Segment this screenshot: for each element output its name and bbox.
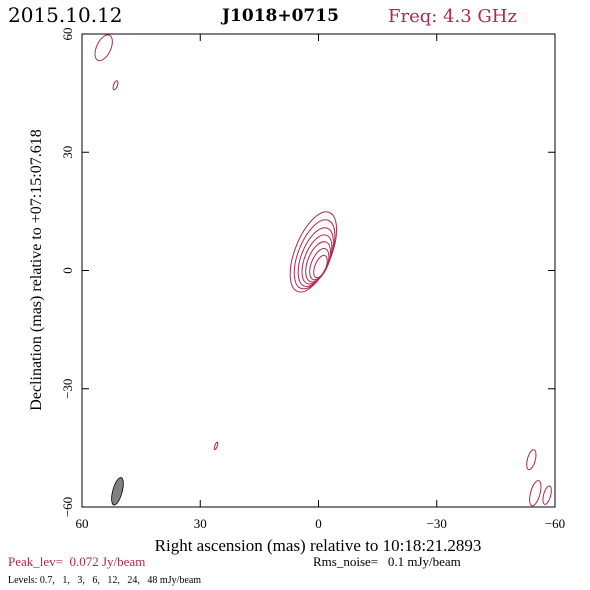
x-tick-label: −60	[545, 516, 565, 531]
contour-levels-text: Levels: 0.7, 1, 3, 6, 12, 24, 48 mJy/bea…	[8, 575, 201, 586]
x-tick-labels: 60 30 0 −30 −60	[76, 516, 566, 531]
noise-contour	[213, 441, 219, 451]
x-tick-label: 30	[194, 516, 207, 531]
y-tick-label: 30	[60, 146, 75, 159]
y-tick-label: −30	[60, 379, 75, 399]
axis-ticks	[81, 33, 556, 508]
beam-ellipse	[111, 477, 124, 506]
x-tick-label: 60	[76, 516, 89, 531]
rms-noise-text: Rms_noise= 0.1 mJy/beam	[313, 554, 461, 569]
y-tick-labels: 60 30 0 −30 −60	[60, 28, 75, 518]
noise-contour	[542, 485, 552, 505]
x-axis-label: Right ascension (mas) relative to 10:18:…	[155, 536, 482, 555]
contour-map	[94, 34, 552, 507]
y-axis-label: Declination (mas) relative to +07:15:07.…	[28, 129, 45, 410]
observation-date: 2015.10.12	[8, 3, 123, 27]
x-tick-label: 0	[315, 516, 322, 531]
y-tick-label: 60	[60, 28, 75, 41]
y-tick-label: 0	[60, 267, 75, 274]
noise-contour	[112, 80, 119, 91]
peak-level-text: Peak_lev= 0.072 Jy/beam	[8, 554, 145, 569]
source-name: J1018+0715	[220, 6, 339, 26]
plot-frame	[81, 33, 556, 508]
frequency-label: Freq: 4.3 GHz	[388, 6, 517, 27]
noise-contour	[94, 34, 113, 62]
noise-contour	[529, 480, 542, 507]
y-tick-label: −60	[60, 497, 75, 517]
x-tick-label: −30	[427, 516, 447, 531]
core-contour-level-7	[289, 211, 338, 293]
restoring-beam	[111, 477, 124, 506]
noise-contour	[526, 449, 537, 471]
